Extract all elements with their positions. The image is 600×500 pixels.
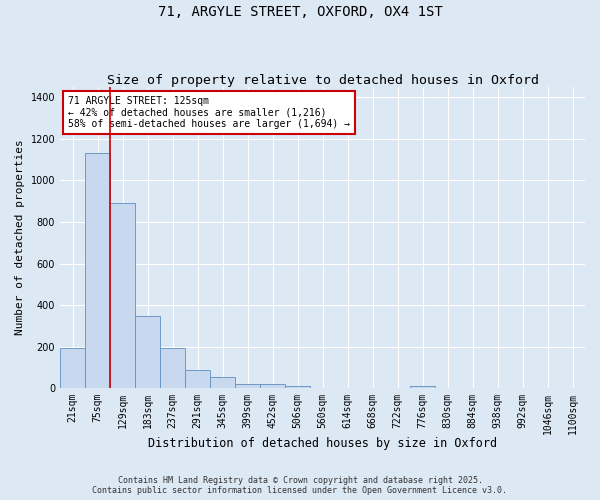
- Bar: [260, 384, 285, 388]
- Text: 71, ARGYLE STREET, OXFORD, OX4 1ST: 71, ARGYLE STREET, OXFORD, OX4 1ST: [158, 5, 442, 19]
- Bar: [160, 348, 185, 388]
- Text: 71 ARGYLE STREET: 125sqm
← 42% of detached houses are smaller (1,216)
58% of sem: 71 ARGYLE STREET: 125sqm ← 42% of detach…: [68, 96, 350, 129]
- Bar: [185, 370, 210, 388]
- Bar: [60, 348, 85, 388]
- Bar: [210, 377, 235, 388]
- Bar: [85, 154, 110, 388]
- Y-axis label: Number of detached properties: Number of detached properties: [15, 140, 25, 336]
- Bar: [410, 386, 435, 388]
- Bar: [135, 316, 160, 388]
- Bar: [285, 386, 310, 388]
- X-axis label: Distribution of detached houses by size in Oxford: Distribution of detached houses by size …: [148, 437, 497, 450]
- Text: Contains HM Land Registry data © Crown copyright and database right 2025.
Contai: Contains HM Land Registry data © Crown c…: [92, 476, 508, 495]
- Title: Size of property relative to detached houses in Oxford: Size of property relative to detached ho…: [107, 74, 539, 87]
- Bar: [110, 204, 135, 388]
- Bar: [235, 384, 260, 388]
